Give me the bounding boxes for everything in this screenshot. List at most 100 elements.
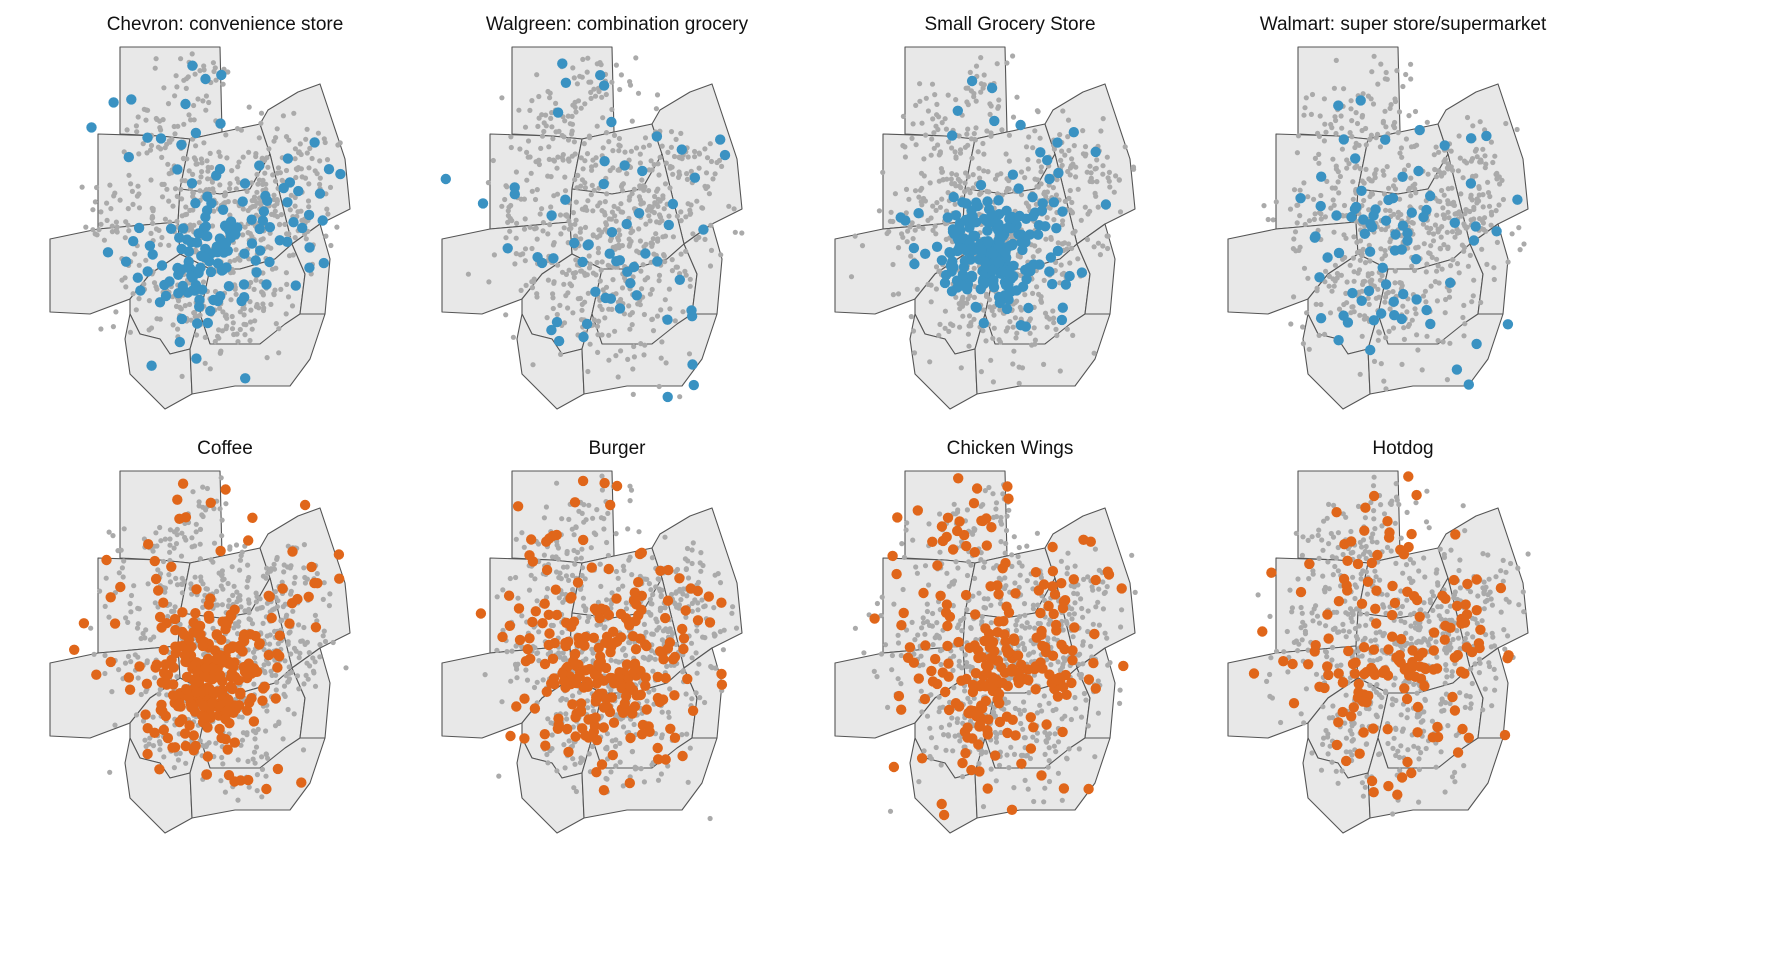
background-point xyxy=(1331,229,1337,235)
panel-title: Coffee xyxy=(197,438,253,459)
background-point xyxy=(1395,214,1401,220)
background-point xyxy=(1435,229,1441,235)
background-point xyxy=(1066,241,1072,247)
background-point xyxy=(1353,110,1359,116)
highlight-point xyxy=(199,712,210,723)
background-point xyxy=(157,686,163,692)
background-point xyxy=(902,154,908,160)
background-point xyxy=(224,323,230,329)
background-point xyxy=(627,483,633,489)
background-point xyxy=(571,75,577,81)
background-point xyxy=(252,318,258,324)
background-point xyxy=(641,144,647,150)
background-point xyxy=(303,136,309,142)
highlight-point xyxy=(982,236,994,247)
background-point xyxy=(514,220,520,226)
background-point xyxy=(252,736,258,742)
background-point xyxy=(513,235,519,241)
background-point xyxy=(948,176,954,182)
highlight-point xyxy=(1512,194,1523,205)
highlight-point xyxy=(197,284,208,295)
background-point xyxy=(256,135,262,141)
background-point xyxy=(265,661,272,667)
highlight-point xyxy=(1439,140,1450,151)
background-point xyxy=(899,231,905,237)
highlight-point xyxy=(549,637,560,649)
background-point xyxy=(625,526,631,532)
background-point xyxy=(244,188,250,194)
highlight-point xyxy=(1364,246,1376,257)
background-point xyxy=(165,161,171,167)
highlight-point xyxy=(288,217,299,228)
highlight-point xyxy=(526,534,537,545)
background-point xyxy=(285,294,292,300)
highlight-point xyxy=(1315,313,1327,324)
background-point xyxy=(210,60,216,66)
background-point xyxy=(1361,197,1367,204)
background-point xyxy=(1065,117,1072,123)
background-point xyxy=(560,599,566,605)
background-point xyxy=(152,675,158,681)
background-point xyxy=(199,160,205,166)
background-point xyxy=(107,182,113,188)
background-point xyxy=(207,366,213,372)
background-point xyxy=(293,166,299,172)
background-point xyxy=(274,201,280,207)
background-point xyxy=(191,102,197,109)
background-point xyxy=(254,788,260,794)
background-point xyxy=(988,357,994,363)
background-point xyxy=(273,135,279,141)
background-point xyxy=(693,690,699,696)
highlight-point xyxy=(719,149,731,161)
background-point xyxy=(1295,133,1302,139)
background-point xyxy=(1113,173,1119,179)
background-point xyxy=(278,618,284,624)
background-point xyxy=(1050,185,1056,191)
highlight-point xyxy=(477,198,489,209)
background-point xyxy=(1490,159,1496,166)
background-point xyxy=(237,593,243,599)
background-point xyxy=(229,326,236,332)
background-point xyxy=(233,291,239,297)
background-point xyxy=(1401,167,1408,173)
background-point xyxy=(223,312,229,318)
background-point xyxy=(631,354,637,360)
background-point xyxy=(203,93,209,99)
background-point xyxy=(152,65,158,71)
background-point xyxy=(664,663,670,669)
background-point xyxy=(916,223,922,229)
background-point xyxy=(625,356,631,362)
background-point xyxy=(638,268,644,274)
background-point xyxy=(937,321,943,327)
highlight-point xyxy=(160,710,171,722)
highlight-point xyxy=(1045,252,1057,263)
background-point xyxy=(192,71,198,77)
highlight-point xyxy=(567,699,578,710)
background-point xyxy=(585,55,591,61)
background-point xyxy=(1430,231,1437,237)
highlight-point xyxy=(988,275,999,286)
background-point xyxy=(965,85,971,91)
background-point xyxy=(1314,285,1320,291)
background-point xyxy=(227,212,233,218)
background-point xyxy=(151,634,157,640)
background-point xyxy=(222,190,228,196)
background-point xyxy=(618,183,625,190)
background-point xyxy=(547,95,553,101)
background-point xyxy=(629,748,636,755)
background-point xyxy=(578,155,584,161)
background-point xyxy=(211,68,217,75)
highlight-point xyxy=(965,212,976,223)
background-point xyxy=(1434,212,1440,218)
background-point xyxy=(545,716,551,722)
background-point xyxy=(668,144,674,150)
background-point xyxy=(302,641,308,647)
background-point xyxy=(1350,304,1356,310)
highlight-point xyxy=(1368,315,1380,326)
highlight-point xyxy=(966,270,977,281)
background-point xyxy=(287,207,293,213)
background-point xyxy=(152,600,158,606)
background-point xyxy=(558,576,564,582)
highlight-point xyxy=(226,668,238,679)
background-point xyxy=(1265,216,1271,223)
